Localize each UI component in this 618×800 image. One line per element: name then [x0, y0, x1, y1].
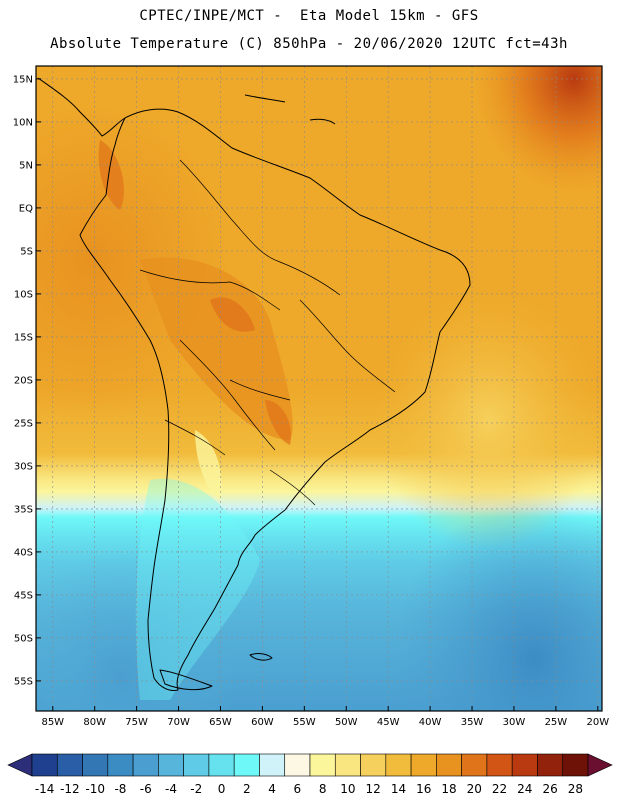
- colorbar-swatch: [562, 753, 589, 777]
- colorbar-label: 2: [243, 782, 251, 796]
- colorbar-swatch: [436, 753, 462, 777]
- colorbar-swatch: [360, 753, 387, 777]
- latitude-labels: 15N 10N 5N EQ 5S 10S 15S 20S 25S 30S 35S 40S 45S 50S 5…: [13, 74, 41, 687]
- lat-tick-label: 50S: [14, 633, 33, 644]
- map-title: CPTEC/INPE/MCT - Eta Model 15km - GFS: [139, 8, 479, 24]
- lat-tick-label: 5S: [20, 246, 33, 257]
- colorbar-label: 0: [218, 782, 226, 796]
- lon-tick-label: 60W: [251, 717, 274, 728]
- colorbar-label: -10: [85, 782, 105, 796]
- colorbar-swatch: [284, 753, 311, 777]
- lat-tick-label: 55S: [14, 676, 33, 687]
- colorbar-swatch: [233, 753, 260, 777]
- colorbar-label: 6: [294, 782, 302, 796]
- colorbar-label: 12: [366, 782, 381, 796]
- colorbar-label: 16: [416, 782, 431, 796]
- colorbar-label: 14: [391, 782, 406, 796]
- lat-tick-label: 35S: [14, 504, 33, 515]
- lon-tick-label: 65W: [209, 717, 232, 728]
- colorbar-label: 24: [517, 782, 532, 796]
- colorbar-min-arrow: [7, 753, 33, 777]
- lon-tick-label: 85W: [41, 717, 64, 728]
- colorbar-swatch: [486, 753, 513, 777]
- lat-tick-label: 15S: [14, 332, 33, 343]
- colorbar-swatch: [410, 753, 437, 777]
- temperature-field: [36, 66, 602, 711]
- colorbar-label: 8: [319, 782, 327, 796]
- colorbar: -14 -12 -10 -8 -6 -4 -2 0 2 4 6 8 10 12 14 16 18 20 22 24 26…: [7, 753, 613, 796]
- colorbar-label: 18: [441, 782, 456, 796]
- lon-tick-label: 80W: [83, 717, 106, 728]
- colorbar-swatch: [82, 753, 109, 777]
- colorbar-swatch: [132, 753, 159, 777]
- lon-tick-label: 40W: [419, 717, 442, 728]
- colorbar-label: -2: [190, 782, 202, 796]
- colorbar-swatch: [334, 753, 361, 777]
- lat-tick-label: 10N: [13, 117, 33, 128]
- map-frame: [35, 65, 603, 712]
- country-borders: [139, 159, 396, 506]
- colorbar-label: -4: [165, 782, 177, 796]
- temperature-map: 15N 10N 5N EQ 5S 10S 15S 20S 25S 30S 35S 40S 45S 50S 5…: [7, 65, 613, 796]
- colorbar-label: -8: [114, 782, 126, 796]
- colorbar-swatch: [309, 753, 336, 777]
- lat-tick-label: 20S: [14, 375, 33, 386]
- lon-tick-label: 50W: [335, 717, 358, 728]
- lat-tick-label: 45S: [14, 590, 33, 601]
- colorbar-label: 4: [268, 782, 276, 796]
- lat-tick-label: 30S: [14, 461, 33, 472]
- colorbar-swatch: [537, 753, 564, 777]
- colorbar-label: 10: [340, 782, 355, 796]
- lat-tick-label: 25S: [14, 418, 33, 429]
- colorbar-label: -14: [35, 782, 55, 796]
- lat-tick-label: 10S: [14, 289, 33, 300]
- lon-tick-label: 55W: [293, 717, 316, 728]
- colorbar-swatch: [259, 753, 286, 777]
- coastlines: [37, 77, 471, 691]
- colorbar-swatch: [107, 753, 134, 777]
- colorbar-swatch: [158, 753, 184, 777]
- colorbar-swatch: [31, 753, 58, 777]
- lat-tick-label: 5N: [19, 160, 33, 171]
- lon-tick-label: 20W: [586, 717, 609, 728]
- lon-tick-label: 45W: [377, 717, 400, 728]
- lat-lon-grid: [36, 66, 602, 711]
- lat-tick-label: 40S: [14, 547, 33, 558]
- colorbar-swatch: [208, 753, 235, 777]
- lon-tick-label: 35W: [461, 717, 484, 728]
- colorbar-label: 22: [492, 782, 507, 796]
- lon-tick-label: 30W: [503, 717, 526, 728]
- map-subtitle: Absolute Temperature (C) 850hPa - 20/06/…: [50, 36, 568, 52]
- lat-tick-label: 15N: [13, 74, 33, 85]
- lon-tick-label: 70W: [167, 717, 190, 728]
- lon-tick-label: 75W: [125, 717, 148, 728]
- lon-tick-label: 25W: [545, 717, 568, 728]
- colorbar-label: -12: [60, 782, 80, 796]
- colorbar-max-arrow: [587, 753, 613, 777]
- colorbar-swatch: [385, 753, 412, 777]
- colorbar-label: 20: [467, 782, 482, 796]
- colorbar-swatch: [183, 753, 210, 777]
- longitude-labels: 85W 80W 75W 70W 65W 60W 55W 50W 45W 40W 35W 30W 25W 2…: [41, 706, 609, 728]
- colorbar-swatch: [56, 753, 83, 777]
- colorbar-label: -6: [140, 782, 152, 796]
- colorbar-label: 26: [542, 782, 557, 796]
- colorbar-swatch: [461, 753, 488, 777]
- colorbar-label: 28: [568, 782, 583, 796]
- colorbar-swatch: [511, 753, 538, 777]
- lat-tick-label: EQ: [19, 203, 33, 214]
